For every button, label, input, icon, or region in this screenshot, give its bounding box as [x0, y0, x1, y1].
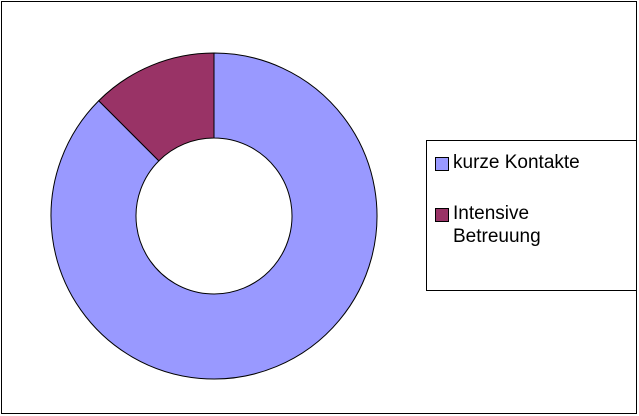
legend: kurze Kontakte Intensive Betreuung — [426, 140, 637, 291]
donut — [50, 52, 378, 380]
legend-item: kurze Kontakte — [433, 151, 630, 174]
donut-slice — [50, 52, 378, 380]
legend-swatch — [435, 157, 449, 171]
legend-label: kurze Kontakte — [453, 152, 580, 173]
donut-slice — [98, 52, 215, 162]
legend-item: Intensive Betreuung — [433, 202, 630, 248]
legend-swatch — [435, 208, 449, 222]
legend-label: Intensive Betreuung — [453, 203, 541, 247]
